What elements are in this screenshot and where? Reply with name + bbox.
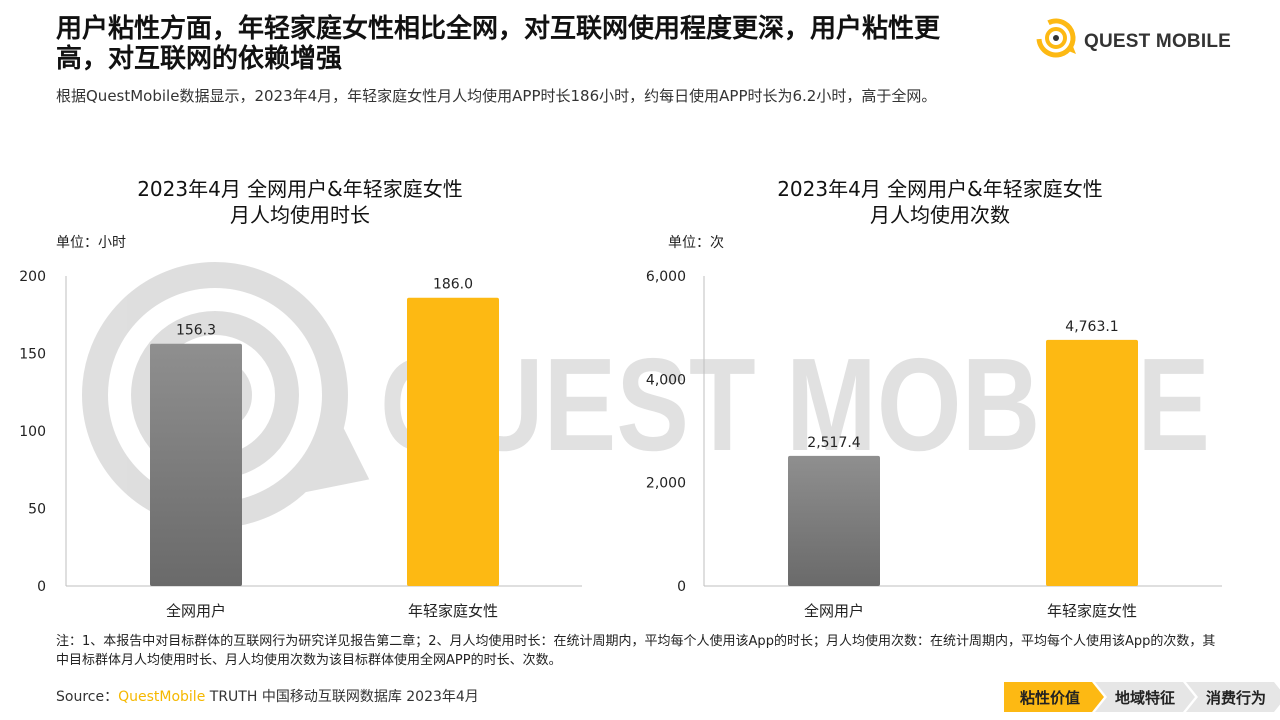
x-tick-label: 全网用户 — [166, 602, 226, 620]
nav-tab-2[interactable] — [1095, 682, 1195, 712]
source-prefix: Source： — [56, 689, 119, 705]
nav-tab-1[interactable] — [1004, 682, 1104, 712]
y-tick-label: 50 — [28, 502, 46, 518]
footnote: 注：1、本报告中对目标群体的互联网行为研究详见报告第二章；2、月人均使用时长：在… — [56, 634, 1216, 668]
source-brand: QuestMobile — [118, 689, 206, 705]
y-tick-label: 150 — [19, 347, 46, 363]
x-tick-label: 全网用户 — [804, 602, 864, 620]
source-line: Source：QuestMobile TRUTH 中国移动互联网数据库 2023… — [56, 686, 479, 706]
nav-tab-label: 地域特征 — [1115, 689, 1175, 707]
chart-usage-count: 2023年4月 全网用户&年轻家庭女性 月人均使用次数 单位：次 0 2,000 4… — [640, 176, 1240, 636]
section-nav-svg: 粘性价值 地域特征 消费行为 — [1004, 682, 1280, 712]
chart-unit-label: 单位：小时 — [56, 235, 126, 251]
x-tick-label: 年轻家庭女性 — [1047, 602, 1137, 620]
nav-tab-3[interactable] — [1186, 682, 1280, 712]
quest-mobile-logo-icon — [1036, 18, 1076, 58]
source-rest: TRUTH 中国移动互联网数据库 2023年4月 — [205, 689, 479, 705]
chart-title-line2: 月人均使用次数 — [870, 203, 1010, 227]
chart-svg: 0 2,000 4,000 6,000 2,517.4 全网用户 4,763.1 年轻家庭女性 — [646, 269, 1222, 620]
chart-usage-duration: 2023年4月 全网用户&年轻家庭女性 月人均使用时长 单位：小时 0 50 100… — [0, 176, 600, 636]
chart-title-line1: 2023年4月 全网用户&年轻家庭女性 — [137, 177, 463, 201]
y-tick-label: 0 — [677, 579, 686, 595]
nav-tab-label: 消费行为 — [1206, 689, 1266, 707]
bar — [407, 297, 499, 586]
y-tick-label: 2,000 — [646, 476, 686, 492]
section-nav: 粘性价值 地域特征 消费行为 — [1000, 680, 1280, 714]
quest-mobile-logo: QUEST MOBILE — [1034, 14, 1234, 64]
logo-text: QUEST MOBILE — [1084, 31, 1232, 52]
x-tick-label: 年轻家庭女性 — [408, 602, 498, 620]
data-label: 156.3 — [176, 323, 216, 339]
page-subtitle: 根据QuestMobile数据显示，2023年4月，年轻家庭女性月人均使用APP… — [56, 87, 937, 105]
nav-tab-label: 粘性价值 — [1020, 689, 1080, 707]
chart-unit-label: 单位：次 — [668, 235, 724, 251]
y-tick-label: 6,000 — [646, 269, 686, 285]
chart-svg: 0 50 100 150 200 156.3 全网用户 186.0 年轻家庭女性 — [19, 269, 582, 620]
bar — [150, 343, 242, 586]
data-label: 4,763.1 — [1065, 319, 1118, 335]
page-title: 用户粘性方面，年轻家庭女性相比全网，对互联网使用程度更深，用户粘性更高，对互联网… — [56, 14, 941, 74]
chart-title-line1: 2023年4月 全网用户&年轻家庭女性 — [777, 177, 1103, 201]
chart-title: 2023年4月 全网用户&年轻家庭女性 月人均使用时长 — [0, 176, 600, 228]
chart-title-line2: 月人均使用时长 — [230, 203, 370, 227]
bar — [788, 455, 880, 586]
y-tick-label: 4,000 — [646, 372, 686, 388]
y-tick-label: 200 — [19, 269, 46, 285]
y-tick-label: 0 — [37, 579, 46, 595]
chart-title: 2023年4月 全网用户&年轻家庭女性 月人均使用次数 — [640, 176, 1240, 228]
data-label: 2,517.4 — [807, 435, 861, 451]
y-tick-label: 100 — [19, 424, 46, 440]
bar — [1046, 339, 1138, 586]
data-label: 186.0 — [433, 277, 473, 293]
